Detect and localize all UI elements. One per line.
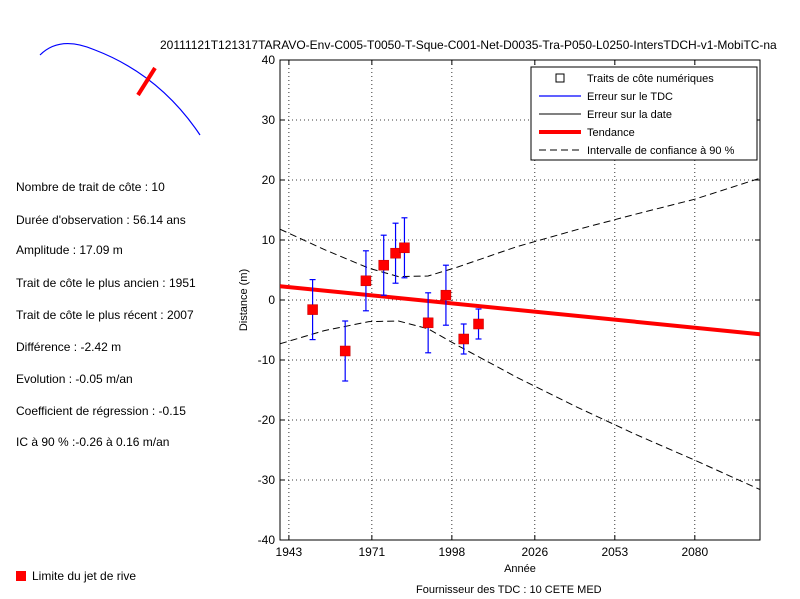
y-tick-label: 10 bbox=[262, 233, 276, 247]
legend-label: Erreur sur la date bbox=[587, 109, 672, 121]
legend-marker-square bbox=[555, 73, 565, 83]
x-tick-label: 1998 bbox=[439, 545, 466, 559]
data-point bbox=[399, 242, 410, 254]
stat-evolution: Evolution : -0.05 m/an bbox=[16, 372, 133, 386]
x-tick-label: 2080 bbox=[681, 545, 708, 559]
x-tick-label: 2026 bbox=[521, 545, 548, 559]
y-tick-label: -20 bbox=[258, 413, 276, 427]
data-point bbox=[390, 247, 401, 259]
stat-amplitude: Amplitude : 17.09 m bbox=[16, 243, 123, 257]
x-tick-label: 1943 bbox=[276, 545, 303, 559]
data-point bbox=[378, 259, 389, 271]
stat-oldest: Trait de côte le plus ancien : 1951 bbox=[16, 276, 196, 290]
data-point bbox=[307, 304, 318, 315]
y-tick-label: 20 bbox=[262, 173, 276, 187]
data-point bbox=[440, 289, 452, 301]
x-axis-label: Année bbox=[504, 563, 536, 575]
transect-marker bbox=[136, 66, 157, 97]
x-tick-label: 2053 bbox=[601, 545, 628, 559]
legend-label: Intervalle de confiance à 90 % bbox=[587, 145, 735, 157]
stat-regression: Coefficient de régression : -0.15 bbox=[16, 404, 186, 418]
data-point bbox=[422, 317, 434, 329]
data-point bbox=[360, 275, 372, 287]
legend-label: Tendance bbox=[587, 127, 635, 139]
y-tick-label: -10 bbox=[258, 353, 276, 367]
shoreline-curve bbox=[39, 43, 201, 136]
legend-label: Erreur sur le TDC bbox=[587, 91, 673, 103]
stat-count: Nombre de trait de côte : 10 bbox=[16, 180, 165, 194]
y-tick-label: 40 bbox=[262, 53, 276, 67]
ci-upper-line bbox=[280, 177, 760, 278]
y-axis-label: Distance (m) bbox=[238, 269, 250, 331]
series-group bbox=[280, 177, 760, 491]
y-tick-label: -40 bbox=[258, 533, 276, 547]
limit-label: Limite du jet de rive bbox=[32, 569, 137, 583]
data-point bbox=[458, 333, 469, 345]
stat-duration: Durée d'observation : 56.14 ans bbox=[16, 213, 186, 227]
y-tick-label: 30 bbox=[262, 113, 276, 127]
trend-line bbox=[280, 284, 760, 337]
provider-label: Fournisseur des TDC : 10 CETE MED bbox=[416, 584, 602, 596]
legend-label: Traits de côte numériques bbox=[587, 73, 714, 85]
y-tick-label: 0 bbox=[268, 293, 275, 307]
y-tick-label: -30 bbox=[258, 473, 276, 487]
stat-ci: IC à 90 % :-0.26 à 0.16 m/an bbox=[16, 435, 170, 449]
stat-newest: Trait de côte le plus récent : 2007 bbox=[16, 308, 194, 322]
figure-title: 20111121T121317TARAVO-Env-C005-T0050-T-S… bbox=[160, 38, 777, 52]
stat-difference: Différence : -2.42 m bbox=[16, 340, 122, 354]
data-point bbox=[339, 345, 351, 357]
data-point bbox=[473, 318, 484, 330]
limit-swatch bbox=[16, 571, 26, 581]
x-tick-label: 1971 bbox=[359, 545, 386, 559]
